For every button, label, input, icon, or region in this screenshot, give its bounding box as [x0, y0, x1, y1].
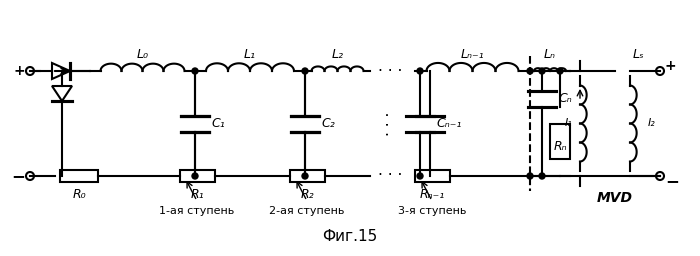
Text: Фиг.15: Фиг.15	[323, 229, 377, 244]
Text: I₂: I₂	[648, 119, 656, 129]
Circle shape	[527, 173, 533, 179]
Text: L₁: L₁	[244, 48, 256, 61]
Circle shape	[302, 68, 308, 74]
Bar	[415, 170, 450, 182]
Text: L₂: L₂	[332, 48, 344, 61]
Circle shape	[417, 173, 423, 179]
Text: · · ·: · · ·	[378, 63, 402, 79]
Text: C₁: C₁	[211, 117, 225, 130]
Circle shape	[539, 68, 545, 74]
Text: R₀: R₀	[72, 188, 86, 201]
Text: Cₙ: Cₙ	[558, 92, 572, 105]
Text: Lₛ: Lₛ	[632, 48, 644, 61]
Text: I₁: I₁	[564, 119, 572, 129]
Text: Lₙ₋₁: Lₙ₋₁	[461, 48, 484, 61]
Text: +: +	[13, 64, 25, 78]
Text: MVD: MVD	[597, 191, 633, 205]
Text: 1-ая ступень: 1-ая ступень	[160, 206, 234, 216]
Bar	[290, 170, 325, 182]
Bar	[550, 124, 570, 159]
Text: −: −	[665, 172, 679, 190]
Text: −: −	[11, 167, 25, 185]
Text: Rₙ₋₁: Rₙ₋₁	[420, 188, 445, 201]
Text: Cₙ₋₁: Cₙ₋₁	[436, 117, 461, 130]
Circle shape	[527, 68, 533, 74]
Text: C₂: C₂	[321, 117, 335, 130]
Circle shape	[539, 173, 545, 179]
Text: R₁: R₁	[190, 188, 204, 201]
Circle shape	[192, 173, 198, 179]
Text: 3-я ступень: 3-я ступень	[398, 206, 466, 216]
Bar	[60, 170, 98, 182]
Text: 2-ая ступень: 2-ая ступень	[270, 206, 344, 216]
Text: · · ·: · · ·	[382, 111, 398, 136]
Text: Rₙ: Rₙ	[553, 140, 567, 153]
Bar	[180, 170, 215, 182]
Text: Lₙ: Lₙ	[544, 48, 556, 61]
Text: · · ·: · · ·	[378, 168, 402, 184]
Text: +: +	[665, 59, 677, 73]
Circle shape	[192, 68, 198, 74]
Text: L₀: L₀	[136, 48, 148, 61]
Circle shape	[417, 68, 423, 74]
Text: R₂: R₂	[301, 188, 314, 201]
Circle shape	[557, 68, 563, 74]
Circle shape	[302, 173, 308, 179]
